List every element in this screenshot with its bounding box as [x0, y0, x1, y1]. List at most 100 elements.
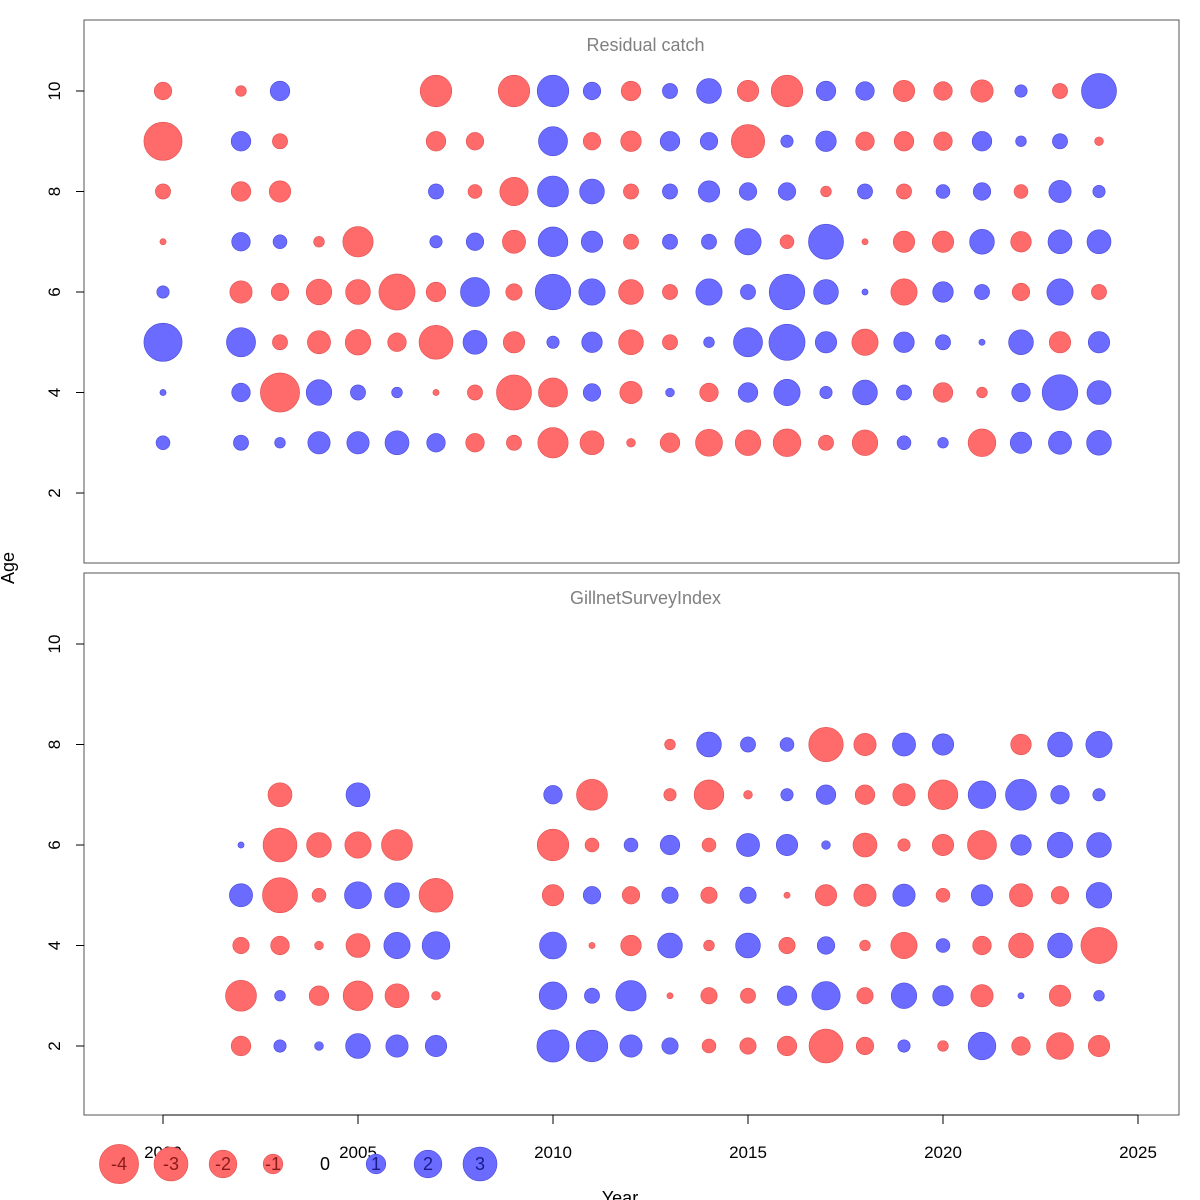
bubble: [465, 232, 485, 251]
bubble: [808, 726, 844, 763]
bubble: [815, 784, 837, 805]
bubble: [425, 131, 447, 152]
bubble: [731, 124, 765, 159]
bubble: [969, 229, 995, 255]
bubble: [505, 283, 523, 301]
bubble: [467, 384, 483, 401]
bubble: [418, 324, 454, 360]
bubble: [852, 832, 878, 858]
y-tick-label: 10: [45, 635, 64, 654]
bubble: [269, 80, 291, 102]
bubble: [890, 932, 918, 959]
bubble: [346, 431, 370, 455]
panel-title: GillnetSurveyIndex: [570, 588, 721, 608]
bubble: [432, 389, 440, 396]
bubble: [935, 888, 951, 903]
bubble: [892, 732, 916, 757]
bubble: [703, 336, 715, 348]
bubble: [539, 931, 567, 960]
bubble: [814, 884, 838, 907]
bubble: [378, 273, 416, 311]
bubble: [579, 430, 605, 456]
bubble: [344, 329, 372, 356]
bubble: [931, 833, 955, 857]
bubble: [305, 379, 333, 406]
bubble: [971, 131, 993, 152]
bubble: [893, 131, 915, 152]
bubble: [225, 979, 257, 1012]
panel-2: GillnetSurveyIndex 2 4 6 8 10: [45, 572, 1180, 1116]
bubble: [582, 81, 602, 101]
bubble: [384, 430, 410, 456]
x-tick-label: 2010: [534, 1143, 572, 1162]
bubble: [619, 1034, 643, 1058]
bubble: [262, 877, 298, 914]
bubble: [506, 434, 522, 451]
bubble: [736, 79, 760, 103]
bubble: [429, 235, 443, 249]
bubble: [696, 78, 722, 104]
legend-bubble: [462, 1146, 498, 1182]
bubble: [697, 180, 721, 203]
bubble: [342, 980, 374, 1011]
bubble: [1048, 180, 1072, 203]
legend-item: 0: [320, 1154, 330, 1174]
bubble: [1050, 886, 1070, 905]
bubble: [623, 183, 639, 200]
legend-label: 3: [475, 1154, 485, 1174]
bubble: [935, 334, 951, 351]
bubble: [626, 438, 636, 448]
bubble: [693, 779, 725, 810]
bubble: [578, 278, 606, 306]
bubble: [818, 434, 834, 451]
bubble: [538, 126, 568, 157]
bubble: [580, 230, 604, 253]
bubble: [431, 991, 441, 1001]
bubble: [534, 273, 572, 311]
bubble: [932, 382, 954, 403]
bubble: [931, 230, 955, 253]
bubble: [695, 428, 723, 457]
bubble: [159, 238, 167, 246]
bubble: [820, 185, 832, 198]
bubble: [274, 990, 286, 1002]
bubble: [734, 429, 762, 456]
bubble: [970, 79, 994, 103]
bubble: [581, 331, 603, 353]
bubble: [779, 737, 795, 752]
x-tick-label: 2005: [339, 1143, 377, 1162]
bubble: [384, 882, 410, 908]
bubble: [237, 841, 245, 849]
bubble: [460, 277, 490, 307]
bubble: [313, 236, 325, 248]
bubble: [927, 779, 959, 810]
bubble: [1047, 731, 1073, 758]
bubble: [970, 984, 994, 1008]
bubble: [897, 1039, 911, 1053]
bubble: [384, 983, 410, 1009]
bubble: [821, 840, 831, 850]
bubble: [233, 434, 249, 451]
bubble: [1092, 185, 1106, 198]
bubble: [661, 1037, 679, 1055]
bubble: [270, 282, 290, 302]
bubble: [1010, 231, 1032, 253]
bubble: [155, 183, 171, 200]
bubble: [536, 74, 570, 108]
y-axis: 2 4 6 8 10: [45, 635, 84, 1051]
bubble: [270, 935, 290, 956]
bubble: [1047, 229, 1073, 255]
bubble: [502, 229, 526, 254]
bubble: [260, 372, 300, 413]
bubble: [663, 788, 677, 802]
bubble: [273, 1039, 287, 1053]
bubble: [1085, 731, 1113, 758]
bubble: [666, 992, 674, 1000]
bubble: [1046, 278, 1074, 306]
bubble: [657, 932, 683, 959]
bubble: [1011, 282, 1031, 302]
bubble: [739, 1037, 757, 1055]
bubble: [857, 183, 873, 200]
y-tick-label: 4: [45, 941, 64, 950]
